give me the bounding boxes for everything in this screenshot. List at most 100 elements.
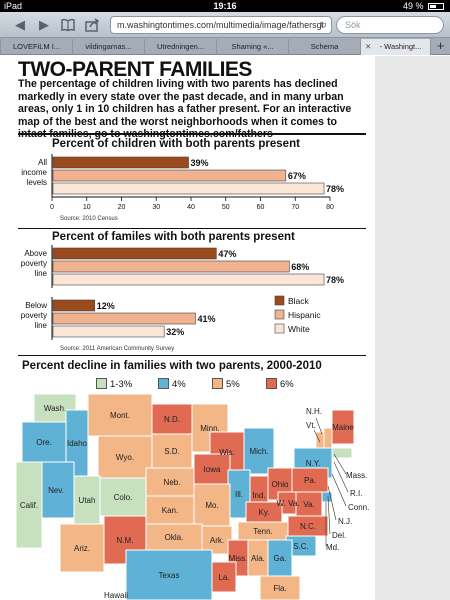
legend-label: Black (288, 296, 310, 306)
state-label: Mass. (346, 471, 367, 480)
state-shape (321, 491, 333, 503)
state-label: N.M. (117, 536, 134, 545)
bar (52, 325, 165, 338)
battery-indicator: 49 % (403, 0, 444, 12)
legend-swatch (274, 309, 285, 320)
bar-value-label: 78% (326, 184, 344, 194)
map-title: Percent decline in families with two par… (22, 360, 322, 372)
state-label: Colo. (114, 493, 133, 502)
state-label: Wash. (44, 404, 66, 413)
x-tick-label: 10 (83, 204, 91, 211)
state-label: Vt. (306, 421, 316, 430)
search-field[interactable]: Sök (336, 16, 444, 34)
state-label: Ga. (274, 554, 287, 563)
page-margin (375, 56, 450, 600)
x-tick-label: 0 (50, 204, 54, 211)
divider (18, 355, 366, 356)
url-text: m.washingtontimes.com/multimedia/image/f… (117, 20, 325, 30)
state-shape (125, 549, 213, 600)
state-label: Wis. (219, 448, 235, 457)
legend-swatch (266, 378, 277, 389)
tab-2[interactable]: Utredningen... (144, 39, 216, 55)
forward-icon[interactable]: ▶ (39, 17, 49, 32)
status-bar: iPad 19:16 49 % (0, 0, 450, 12)
back-icon[interactable]: ◀ (15, 17, 25, 32)
category-label: line (35, 269, 48, 278)
state-shape (87, 393, 153, 437)
state-label: Mont. (110, 411, 130, 420)
state-shape (315, 431, 325, 449)
bar (52, 156, 189, 169)
close-tab-icon[interactable]: ✕ (365, 42, 372, 51)
legend-label: Hispanic (288, 310, 321, 320)
url-field[interactable]: m.washingtontimes.com/multimedia/image/f… (110, 16, 332, 34)
tab-3[interactable]: Shaming «... (216, 39, 288, 55)
divider (18, 133, 366, 135)
legend-item: 4% (158, 378, 186, 390)
battery-percent: 49 % (402, 1, 424, 11)
tab-label: Shaming «... (231, 42, 274, 51)
tab-5[interactable]: ✕ - Washingt... (360, 39, 430, 55)
legend-swatch (274, 295, 285, 306)
browser-toolbar: ◀ ▶ m.washingtontimes.com/multimedia/ima… (0, 12, 450, 38)
share-icon[interactable] (84, 17, 100, 33)
legend-swatch (96, 378, 107, 389)
search-placeholder: Sök (345, 20, 361, 30)
x-tick-label: 60 (257, 204, 265, 211)
state-label: Pa. (304, 476, 316, 485)
state-label: S.C. (293, 542, 309, 551)
tab-1[interactable]: vildingarnas... (72, 39, 144, 55)
callout-line (315, 417, 323, 435)
legend-label: 5% (226, 379, 240, 390)
chart1-source: Source: 2010 Census (60, 216, 118, 222)
bar-value-label: 41% (197, 314, 215, 324)
bar (52, 260, 290, 273)
page-content: TWO-PARENT FAMILIES The percentage of ch… (0, 56, 450, 600)
bar (52, 247, 217, 260)
state-shape (291, 467, 329, 493)
state-shape (331, 447, 353, 459)
state-label: Ind. (252, 491, 265, 500)
bar-value-label: 47% (218, 249, 236, 259)
bar (52, 169, 287, 182)
state-shape (331, 409, 355, 445)
callout-line (333, 461, 349, 493)
bar-value-label: 78% (326, 275, 344, 285)
chart2-title: Percent of familes with both parents pre… (52, 231, 295, 243)
bar (52, 182, 325, 195)
state-shape (243, 427, 275, 475)
x-tick-label: 80 (326, 204, 334, 211)
state-label: La. (218, 573, 229, 582)
state-shape (145, 523, 203, 551)
state-shape (323, 427, 333, 449)
state-label: Mo. (205, 501, 218, 510)
x-tick-label: 50 (222, 204, 230, 211)
tab-label: vildingarnas... (85, 42, 132, 51)
bar-value-label: 39% (191, 158, 209, 168)
callout-line (327, 485, 337, 521)
legend-label: 4% (172, 379, 186, 390)
category-label: levels (27, 178, 47, 187)
state-label: Okla. (165, 533, 184, 542)
new-tab-button[interactable]: + (430, 38, 450, 55)
tab-0[interactable]: LOVEFiLM I... (0, 39, 72, 55)
state-label: Tenn. (253, 527, 273, 536)
tab-label: Utredningen... (156, 42, 205, 51)
tab-4[interactable]: Schema (288, 39, 360, 55)
state-label: Iowa (204, 465, 221, 474)
state-label: Wyo. (116, 453, 134, 462)
reload-icon[interactable]: ↻ (319, 20, 327, 30)
tab-label: - Washingt... (379, 42, 422, 51)
state-label: Md. (326, 543, 339, 552)
state-label: Hawaii (104, 591, 128, 600)
bar (52, 299, 96, 312)
state-label: Fla. (273, 584, 286, 593)
bookmarks-icon[interactable] (60, 17, 76, 33)
carrier-label: iPad (4, 1, 23, 11)
us-map: Wash. Ore. Idaho Mont. N.D. Minn. Wis. Mich. N.Y… (15, 392, 371, 600)
state-label: Ky. (259, 508, 270, 517)
legend-label: White (288, 324, 310, 334)
state-label: Va. (303, 500, 314, 509)
legend-label: 1-3% (110, 379, 133, 390)
